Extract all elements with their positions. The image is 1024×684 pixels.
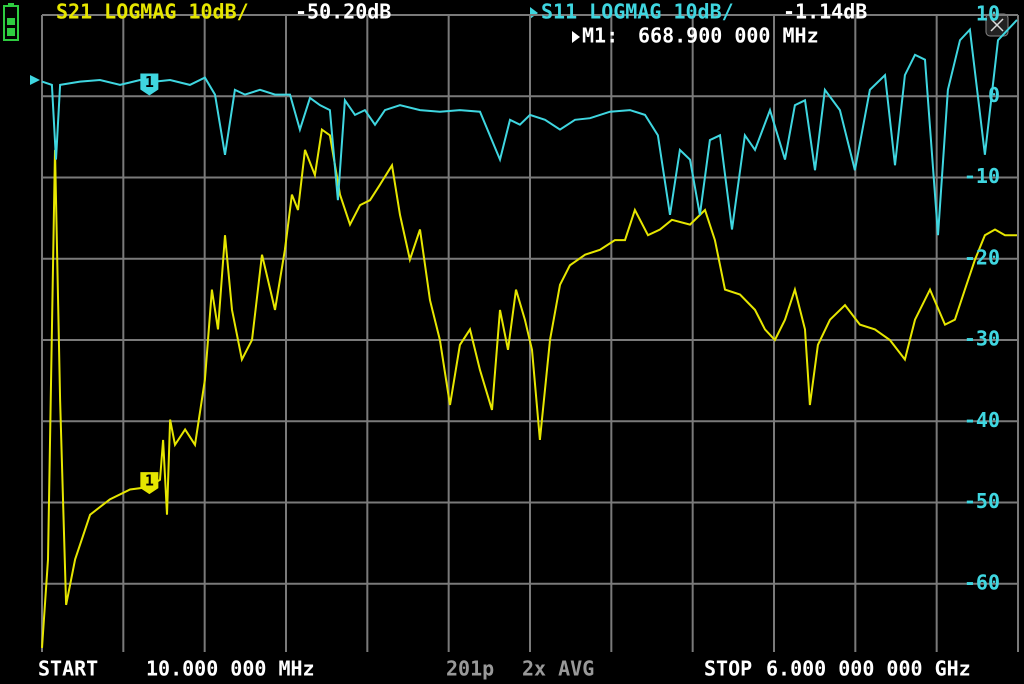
- y-tick-label: -60: [964, 570, 1000, 594]
- close-icon[interactable]: [985, 13, 1009, 37]
- trace-line: [41, 19, 1018, 236]
- y-tick-label: -40: [964, 408, 1000, 432]
- marker-flag: 1: [140, 472, 159, 495]
- y-tick-label: -10: [964, 164, 1000, 188]
- avg-text: 2x AVG: [522, 657, 594, 681]
- s21-reading: -50.20dB: [295, 0, 391, 24]
- points-text: 201p: [446, 657, 494, 681]
- y-tick-label: 10: [976, 2, 1000, 26]
- s11-header: S11 LOGMAG 10dB/: [541, 0, 734, 24]
- y-tick-label: -30: [964, 327, 1000, 351]
- y-tick-label: 0: [988, 83, 1000, 107]
- marker-name: M1:: [582, 24, 618, 48]
- active-marker-pointer: [572, 31, 580, 43]
- marker-flag-shape: [140, 472, 159, 495]
- s11-reading: -1.14dB: [783, 0, 867, 24]
- reference-pointer: [30, 75, 40, 85]
- marker-flag: 1: [140, 73, 159, 96]
- footer-bg: [0, 656, 1024, 684]
- start-text: START: [38, 657, 98, 681]
- y-tick-label: -20: [964, 245, 1000, 269]
- marker-flag-label: 1: [145, 73, 154, 91]
- marker-flag-shape: [140, 73, 159, 96]
- start-frequency: 10.000 000 MHz: [146, 657, 315, 681]
- marker-flag-label: 1: [145, 472, 154, 490]
- plot: 11: [41, 14, 1019, 652]
- stop-text: STOP: [704, 657, 752, 681]
- trace-line: [41, 127, 1017, 648]
- stop-frequency: 6.000 000 000 GHz: [766, 657, 971, 681]
- battery-icon: [3, 3, 19, 41]
- y-tick-label: -50: [964, 489, 1000, 513]
- s21-header: S21 LOGMAG 10dB/: [56, 0, 249, 24]
- marker-frequency: 668.900 000 MHz: [638, 24, 819, 48]
